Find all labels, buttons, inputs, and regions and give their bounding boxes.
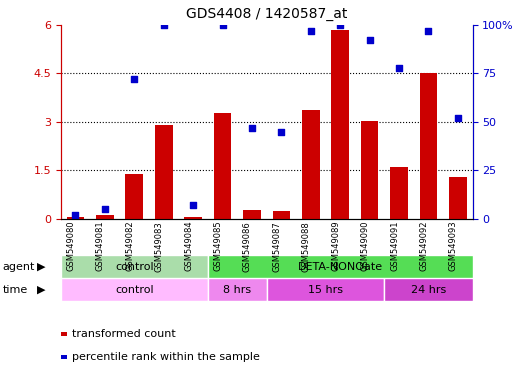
Text: GSM549091: GSM549091 bbox=[390, 221, 399, 271]
Text: GSM549088: GSM549088 bbox=[302, 221, 311, 271]
Bar bbox=[61, 278, 208, 301]
Bar bbox=[208, 255, 473, 278]
Bar bbox=[420, 73, 437, 219]
Text: transformed count: transformed count bbox=[72, 329, 176, 339]
Bar bbox=[126, 174, 143, 219]
Bar bbox=[384, 278, 473, 301]
Bar bbox=[449, 177, 467, 219]
Bar bbox=[208, 278, 267, 301]
Text: 24 hrs: 24 hrs bbox=[411, 285, 446, 295]
Text: GSM549080: GSM549080 bbox=[67, 221, 76, 271]
Bar bbox=[390, 167, 408, 219]
Bar bbox=[214, 113, 231, 219]
Text: GSM549090: GSM549090 bbox=[361, 221, 370, 271]
Bar bbox=[302, 110, 319, 219]
Text: GSM549086: GSM549086 bbox=[243, 221, 252, 271]
Bar bbox=[267, 278, 384, 301]
Point bbox=[424, 28, 432, 34]
Bar bbox=[361, 121, 379, 219]
Text: GSM549085: GSM549085 bbox=[213, 221, 222, 271]
Point bbox=[218, 22, 227, 28]
Point bbox=[71, 212, 80, 218]
Text: control: control bbox=[115, 285, 154, 295]
Bar bbox=[184, 217, 202, 219]
Text: time: time bbox=[3, 285, 28, 295]
Bar bbox=[67, 217, 84, 219]
Bar bbox=[96, 215, 114, 219]
Text: GSM549084: GSM549084 bbox=[184, 221, 193, 271]
Text: 15 hrs: 15 hrs bbox=[308, 285, 343, 295]
Point bbox=[159, 22, 168, 28]
Bar bbox=[155, 124, 173, 219]
Text: ▶: ▶ bbox=[37, 262, 45, 272]
Text: GSM549089: GSM549089 bbox=[331, 221, 340, 271]
Text: GSM549093: GSM549093 bbox=[449, 221, 458, 271]
Point bbox=[101, 206, 109, 212]
Text: GSM549081: GSM549081 bbox=[96, 221, 105, 271]
Bar bbox=[61, 255, 208, 278]
Text: GSM549092: GSM549092 bbox=[419, 221, 428, 271]
Point bbox=[248, 125, 256, 131]
Text: DETA-NONOate: DETA-NONOate bbox=[298, 262, 383, 272]
Text: GSM549082: GSM549082 bbox=[125, 221, 134, 271]
Text: percentile rank within the sample: percentile rank within the sample bbox=[72, 352, 260, 362]
Text: GSM549087: GSM549087 bbox=[272, 221, 281, 271]
Point bbox=[307, 28, 315, 34]
Bar bbox=[61, 355, 67, 359]
Bar bbox=[61, 332, 67, 336]
Point bbox=[395, 65, 403, 71]
Point bbox=[365, 37, 374, 43]
Text: agent: agent bbox=[3, 262, 35, 272]
Point bbox=[277, 129, 286, 135]
Text: 8 hrs: 8 hrs bbox=[223, 285, 251, 295]
Text: GSM549083: GSM549083 bbox=[155, 221, 164, 271]
Point bbox=[336, 22, 344, 28]
Text: GDS4408 / 1420587_at: GDS4408 / 1420587_at bbox=[186, 7, 347, 21]
Text: control: control bbox=[115, 262, 154, 272]
Bar bbox=[243, 210, 261, 219]
Point bbox=[130, 76, 138, 82]
Text: ▶: ▶ bbox=[37, 285, 45, 295]
Point bbox=[454, 115, 462, 121]
Bar bbox=[272, 211, 290, 219]
Bar bbox=[332, 30, 349, 219]
Point bbox=[189, 202, 197, 209]
